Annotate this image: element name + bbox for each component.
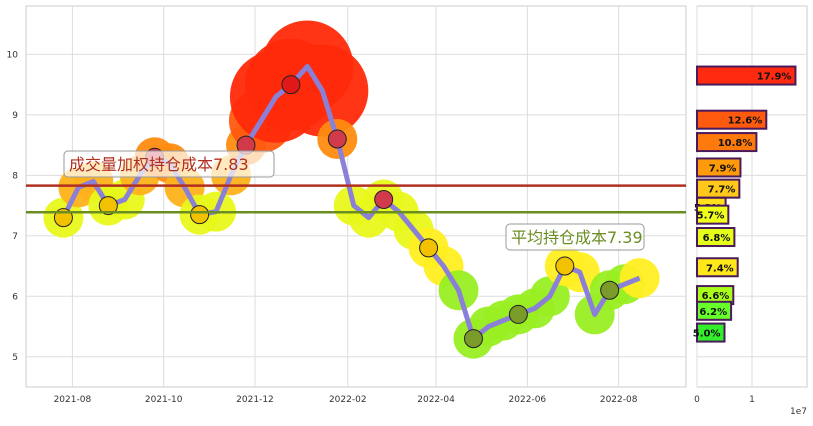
fruit-marker	[555, 256, 575, 276]
x-tick-label: 2022-06	[509, 395, 547, 405]
fruit-marker	[374, 190, 394, 210]
fruit-marker	[98, 196, 118, 216]
distribution-bar	[696, 257, 739, 278]
distribution-bar	[696, 109, 768, 130]
average-cost-label-box	[505, 223, 645, 251]
weighted-cost-label-box	[63, 150, 275, 178]
distribution-bar	[696, 322, 726, 343]
x-tick-label: 2022-04	[417, 395, 455, 405]
fruit-marker	[600, 280, 620, 300]
distribution-bar	[696, 227, 736, 248]
distribution-bar-label: 5.0%	[693, 329, 721, 340]
fruit-marker	[463, 329, 483, 349]
side-scale-note: 1e7	[790, 407, 807, 417]
distribution-bar-label: 7.9%	[709, 163, 737, 174]
y-tick-label: 6	[12, 292, 18, 302]
fruit-marker	[419, 238, 439, 258]
side-x-tick-label: 1	[749, 395, 755, 405]
y-tick-label: 10	[7, 50, 19, 60]
y-tick-label: 5	[12, 353, 18, 363]
y-tick-label: 9	[12, 111, 18, 121]
distribution-bar-label: 6.2%	[699, 307, 727, 318]
x-tick-label: 2021-10	[145, 395, 183, 405]
x-tick-label: 2022-08	[600, 395, 638, 405]
distribution-bar-label: 10.8%	[718, 138, 753, 149]
distribution-bar-label: 7.7%	[708, 185, 736, 196]
distribution-bar-label: 12.6%	[728, 116, 763, 127]
distribution-bar	[696, 65, 797, 86]
distribution-bar-label: 6.6%	[702, 291, 730, 302]
x-tick-label: 2022-02	[329, 395, 367, 405]
distribution-bar-label: 6.8%	[703, 233, 731, 244]
y-tick-label: 7	[12, 232, 18, 242]
distribution-bar-label: 7.4%	[706, 263, 734, 274]
fruit-marker	[190, 205, 210, 225]
distribution-bar-label: 17.9%	[757, 72, 792, 83]
weighted-cost-label: 成交量加权持仓成本7.83	[69, 155, 249, 174]
y-tick-label: 8	[12, 171, 18, 181]
fruit-marker	[281, 75, 301, 95]
distribution-bar	[696, 157, 742, 178]
distribution-bar	[696, 204, 730, 225]
x-tick-label: 2021-08	[54, 395, 92, 405]
average-cost-label: 平均持仓成本7.39	[511, 228, 643, 247]
distribution-bar	[696, 132, 758, 153]
distribution-bar	[696, 300, 733, 321]
fruit-marker	[327, 129, 347, 149]
x-tick-label: 2021-12	[236, 395, 274, 405]
distribution-bar-label: 5.7%	[697, 211, 725, 222]
side-x-tick-label: 0	[694, 395, 700, 405]
fruit-marker	[508, 304, 528, 324]
